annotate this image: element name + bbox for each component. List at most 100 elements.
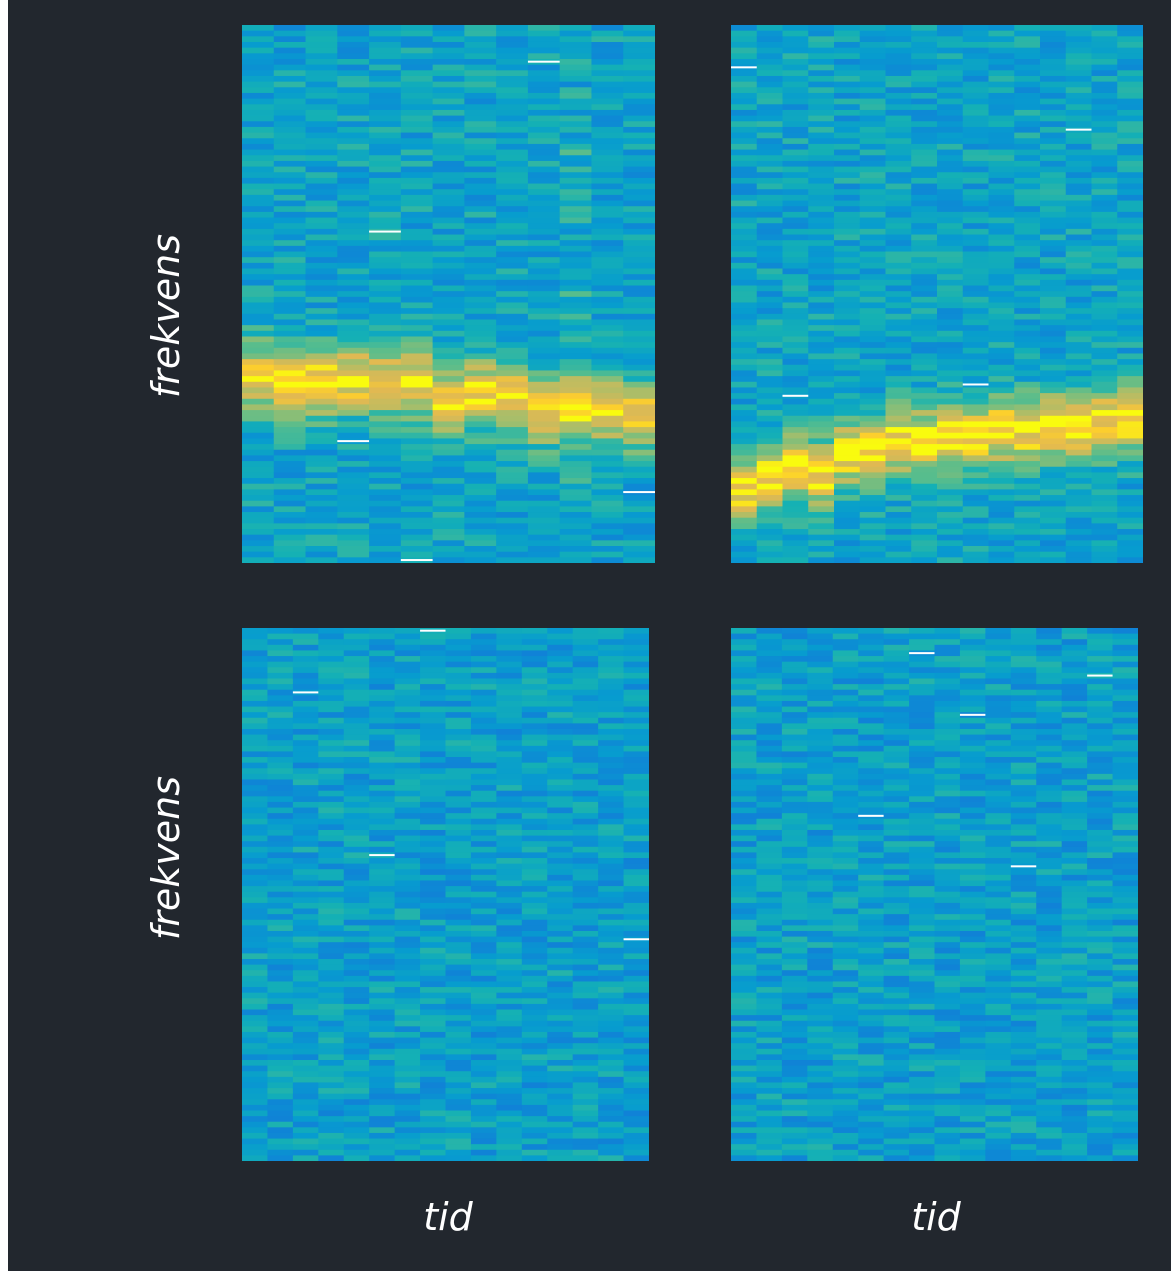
spectrogram-cell <box>292 998 319 1005</box>
spectrogram-cell <box>962 495 990 502</box>
spectrogram-cell <box>832 1144 859 1151</box>
spectrogram-cell <box>470 706 497 713</box>
spectrogram-cell <box>547 959 574 966</box>
spectrogram-cell <box>834 268 861 275</box>
spectrogram-cell <box>273 551 307 558</box>
spectrogram-cell <box>834 534 861 541</box>
spectrogram-cell <box>988 347 1015 355</box>
spectrogram-cell <box>911 166 938 173</box>
spectrogram-cell <box>832 661 859 668</box>
spectrogram-cell <box>988 489 1015 496</box>
spectrogram-cell <box>559 70 593 77</box>
spectrogram-cell <box>267 762 294 769</box>
spectrogram-cell <box>445 953 472 960</box>
spectrogram-cell <box>808 149 835 156</box>
spectrogram-cell <box>598 706 625 713</box>
spectrogram-cell <box>305 478 338 485</box>
spectrogram-cell <box>267 942 294 949</box>
spectrogram-cell <box>470 757 497 764</box>
spectrogram-cell <box>988 478 1015 485</box>
spectrogram-cell <box>369 992 396 999</box>
spectrogram-cell <box>292 818 319 825</box>
spectrogram-cell <box>832 936 859 943</box>
spectrogram-cell <box>858 1076 885 1084</box>
spectrogram-cell <box>1040 115 1067 122</box>
spectrogram-cell <box>885 234 912 241</box>
spectrogram-cell <box>432 432 465 440</box>
spectrogram-cell <box>623 706 649 713</box>
spectrogram-cell <box>883 745 910 753</box>
spectrogram-cell <box>445 942 472 949</box>
spectrogram-cell <box>909 695 936 702</box>
spectrogram-cell <box>859 438 887 445</box>
spectrogram-cell <box>496 172 529 179</box>
spectrogram-cell <box>521 975 548 983</box>
spectrogram-cell <box>807 1110 834 1117</box>
spectrogram-cell <box>400 245 434 253</box>
spectrogram-cell <box>369 223 402 230</box>
spectrogram-cell <box>1014 308 1041 315</box>
spectrogram-cell <box>432 177 465 185</box>
spectrogram-cell <box>267 628 294 635</box>
spectrogram-cell <box>859 523 887 530</box>
spectrogram-cell <box>988 81 1015 88</box>
spectrogram-cell <box>756 483 784 490</box>
spectrogram-cell <box>1014 183 1041 190</box>
spectrogram-cell <box>400 342 434 349</box>
spectrogram-cell <box>273 415 307 423</box>
spectrogram-cell <box>343 942 370 949</box>
spectrogram-cell <box>400 160 434 168</box>
spectrogram-cell <box>731 364 758 372</box>
spectrogram-cell <box>337 143 370 151</box>
spectrogram-cell <box>420 1093 447 1100</box>
spectrogram-cell <box>527 228 561 236</box>
spectrogram-cell <box>470 1065 497 1072</box>
spectrogram-cell <box>756 529 784 536</box>
spectrogram-cell <box>782 194 809 202</box>
spectrogram-cell <box>623 347 655 355</box>
spectrogram-cell <box>559 160 593 168</box>
spectrogram-cell <box>598 684 625 691</box>
spectrogram-cell <box>369 444 402 451</box>
spectrogram-cell <box>1040 432 1067 440</box>
spectrogram-cell <box>496 785 523 792</box>
spectrogram-cell <box>731 53 758 60</box>
spectrogram-cell <box>808 92 835 100</box>
spectrogram-cell <box>1065 483 1093 490</box>
spectrogram-cell <box>808 64 835 71</box>
spectrogram-cell <box>305 138 338 145</box>
spectrogram-cell <box>400 177 434 185</box>
spectrogram-cell <box>369 695 396 702</box>
spectrogram-cell <box>305 506 338 513</box>
spectrogram-cell <box>464 427 497 434</box>
spectrogram-cell <box>445 667 472 674</box>
spectrogram-cell <box>731 1020 758 1027</box>
spectrogram-cell <box>591 359 624 366</box>
spectrogram-cell <box>1014 223 1041 230</box>
spectrogram-cell <box>885 398 912 406</box>
spectrogram-cell <box>1091 58 1118 66</box>
spectrogram-cell <box>337 30 370 37</box>
spectrogram-cell <box>962 455 990 462</box>
spectrogram-cell <box>591 370 624 377</box>
spectrogram-cell <box>432 217 465 224</box>
spectrogram-cell <box>834 432 861 440</box>
spectrogram-cell <box>1065 313 1093 321</box>
spectrogram-cell <box>756 98 784 105</box>
spectrogram-cell <box>432 455 465 462</box>
spectrogram-cell <box>731 633 758 640</box>
spectrogram-cell <box>807 700 834 708</box>
spectrogram-cell <box>731 1138 758 1145</box>
spectrogram-cell <box>623 745 649 753</box>
spectrogram-cell <box>369 684 396 691</box>
spectrogram-cell <box>470 919 497 926</box>
spectrogram-cell <box>1117 228 1143 236</box>
spectrogram-cell <box>988 217 1015 224</box>
spectrogram-cell <box>623 930 649 938</box>
spectrogram-cell <box>432 495 465 502</box>
spectrogram-cell <box>445 1121 472 1128</box>
spectrogram-cell <box>394 930 421 938</box>
spectrogram-cell <box>470 1054 497 1061</box>
spectrogram-cell <box>242 745 269 753</box>
spectrogram-cell <box>572 1037 599 1044</box>
